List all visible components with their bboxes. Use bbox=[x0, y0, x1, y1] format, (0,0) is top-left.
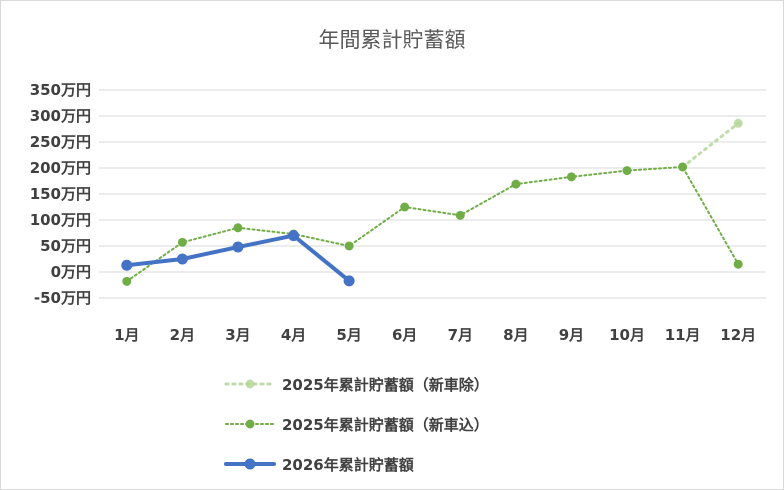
legend-marker bbox=[244, 458, 256, 470]
y-tick-label: 100万円 bbox=[30, 211, 91, 229]
y-tick-label: 50万円 bbox=[40, 237, 91, 255]
series-line bbox=[125, 165, 740, 283]
x-tick-label: 6月 bbox=[392, 326, 417, 344]
data-point bbox=[622, 166, 632, 176]
y-tick-label: -50万円 bbox=[34, 289, 91, 307]
legend-marker bbox=[245, 419, 255, 429]
data-point bbox=[233, 223, 243, 233]
data-point bbox=[733, 259, 743, 269]
legend-label: 2025年累計貯蓄額（新車込） bbox=[282, 416, 489, 434]
data-point bbox=[232, 241, 244, 253]
series-line bbox=[681, 121, 740, 169]
legend-item: 2026年累計貯蓄額 bbox=[224, 456, 414, 474]
y-tick-label: 350万円 bbox=[30, 81, 91, 99]
series-1 bbox=[678, 118, 743, 172]
series-layer bbox=[121, 118, 743, 287]
x-tick-label: 8月 bbox=[503, 326, 528, 344]
chart-title: 年間累計貯蓄額 bbox=[319, 28, 466, 52]
data-point bbox=[177, 237, 187, 247]
x-tick-label: 1月 bbox=[114, 326, 139, 344]
grid-lines bbox=[99, 89, 766, 299]
x-tick-label: 2月 bbox=[170, 326, 195, 344]
data-point bbox=[343, 275, 355, 287]
data-point bbox=[288, 230, 300, 242]
x-axis-ticks: 1月 2月 3月 4月 5月 6月 7月 8月 9月 10月 11月 12月 bbox=[114, 326, 756, 344]
x-tick-label: 3月 bbox=[225, 326, 250, 344]
y-tick-label: 200万円 bbox=[30, 159, 91, 177]
data-point bbox=[176, 253, 188, 265]
y-tick-label: 150万円 bbox=[30, 185, 91, 203]
y-tick-label: 300万円 bbox=[30, 107, 91, 125]
x-tick-label: 12月 bbox=[720, 326, 756, 344]
x-tick-label: 9月 bbox=[559, 326, 584, 344]
y-tick-label: 0万円 bbox=[51, 263, 91, 281]
data-point bbox=[122, 276, 132, 286]
y-axis-ticks: 350万円 300万円 250万円 200万円 150万円 100万円 50万円 0万円 -50… bbox=[30, 81, 91, 307]
data-point bbox=[400, 202, 410, 212]
data-point bbox=[511, 179, 521, 189]
legend-label: 2026年累計貯蓄額 bbox=[282, 456, 414, 474]
y-tick-label: 250万円 bbox=[30, 133, 91, 151]
legend-label: 2025年累計貯蓄額（新車除） bbox=[282, 376, 489, 394]
legend-item: 2025年累計貯蓄額（新車込） bbox=[225, 416, 489, 434]
x-tick-label: 10月 bbox=[609, 326, 645, 344]
data-point bbox=[678, 162, 688, 172]
legend-item: 2025年累計貯蓄額（新車除） bbox=[224, 376, 489, 394]
legend-marker bbox=[245, 379, 255, 389]
series-3 bbox=[121, 230, 355, 287]
x-tick-label: 11月 bbox=[665, 326, 701, 344]
x-tick-label: 4月 bbox=[281, 326, 306, 344]
data-point bbox=[344, 241, 354, 251]
data-point bbox=[566, 172, 576, 182]
x-tick-label: 5月 bbox=[336, 326, 361, 344]
series-2 bbox=[122, 162, 743, 286]
data-point bbox=[121, 259, 133, 271]
legend: 2025年累計貯蓄額（新車除） 2025年累計貯蓄額（新車込） 2026年累計貯蓄額 bbox=[224, 376, 489, 474]
data-point bbox=[455, 210, 465, 220]
data-point bbox=[733, 118, 743, 128]
x-tick-label: 7月 bbox=[448, 326, 473, 344]
